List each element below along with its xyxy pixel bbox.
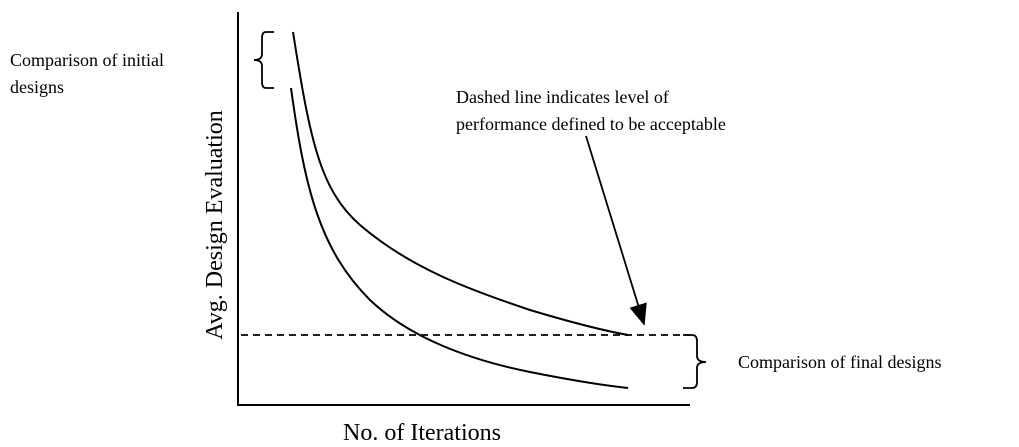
annotation-text: designs bbox=[10, 77, 64, 97]
final-brace bbox=[683, 334, 707, 389]
annotation-arrow bbox=[585, 135, 647, 326]
annotation-text: performance defined to be acceptable bbox=[456, 114, 726, 134]
initial-brace bbox=[253, 31, 274, 89]
x-axis-label: No. of Iterations bbox=[343, 420, 501, 446]
lower-curve bbox=[290, 87, 629, 389]
annotation-text: Dashed line indicates level of bbox=[456, 87, 669, 107]
y-axis-label: Avg. Design Evaluation bbox=[202, 110, 228, 340]
annotation-text: Comparison of initial bbox=[10, 50, 164, 70]
annotation-text: Comparison of final designs bbox=[738, 352, 941, 372]
upper-curve bbox=[292, 31, 629, 336]
